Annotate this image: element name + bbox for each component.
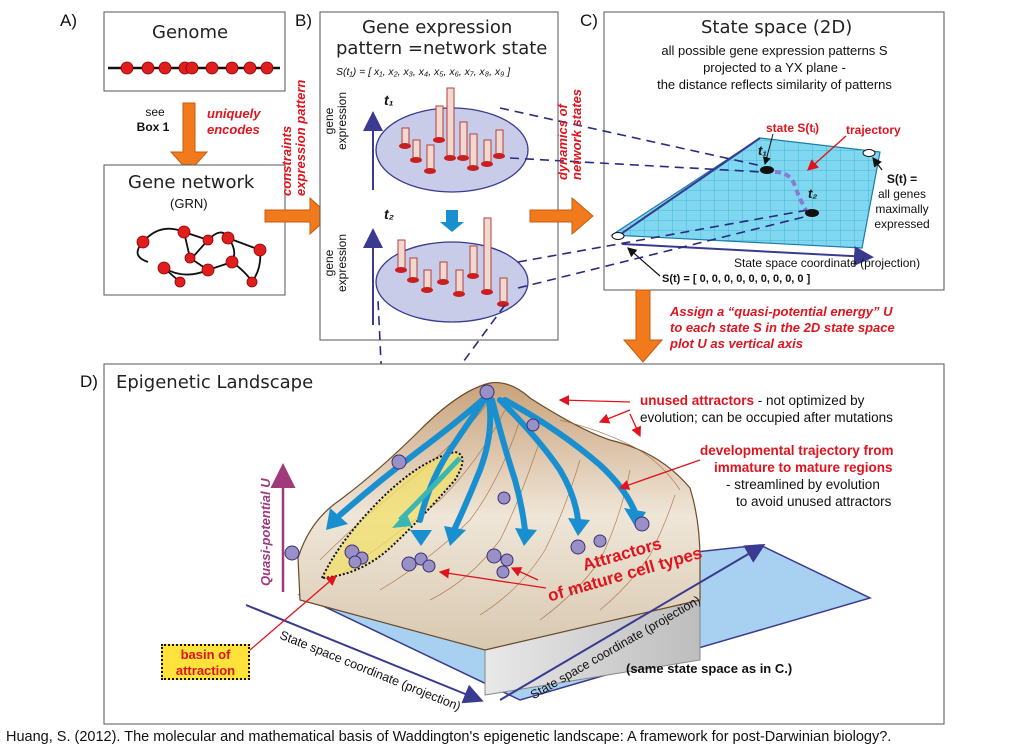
landscape-title: Epigenetic Landscape — [116, 372, 314, 393]
dynamics-label: dynamics of network states — [555, 88, 584, 180]
projection-lines — [377, 107, 809, 446]
basin-region — [320, 450, 464, 580]
state-coordinate-label: State space coordinate (projection) — [734, 256, 921, 270]
state-t2-marker — [805, 209, 819, 217]
state-label: state S(tᵢ) — [766, 121, 820, 135]
see-line1: see — [145, 105, 165, 119]
landscape-axis-right — [499, 543, 766, 701]
expression-bases-t1 — [399, 137, 505, 174]
citation: Huang, S. (2012). The molecular and math… — [6, 729, 892, 745]
developmental-trajectories — [337, 392, 638, 533]
encodes-line2: encodes — [207, 122, 260, 137]
grn-nodes — [136, 225, 267, 288]
unused-attractors-label: unused attractors - not optimized by evo… — [640, 393, 893, 425]
panel-d-letter: D) — [80, 372, 98, 391]
assign-arrow — [622, 289, 664, 363]
encodes-line1: uniquely — [207, 106, 261, 121]
genome-box — [103, 11, 286, 92]
zero-state-marker — [611, 232, 625, 240]
trajectory-arrowheads — [326, 508, 646, 546]
genome-title: Genome — [152, 22, 229, 43]
landscape-axis-left — [245, 604, 484, 704]
dynamics-arrow — [529, 196, 594, 236]
assign-energy-label: Assign a “quasi-potential energy” U to e… — [670, 304, 895, 351]
quasi-potential-label: Quasi-potential U — [258, 478, 273, 586]
state-vector-label: S(t₁) = [ x₁, x₂, x₃, x₄, x₅, x₆, x₇, x₈… — [336, 66, 511, 78]
state-t2-label: t₂ — [808, 186, 818, 201]
basin-of-attraction-label: basin of attraction — [161, 644, 250, 680]
panel-a-letter: A) — [60, 11, 77, 30]
t2-label: t₂ — [384, 206, 395, 222]
expression-bases-t2 — [395, 267, 509, 307]
genome-genes — [120, 61, 274, 75]
gene-network-title: Gene network — [128, 172, 255, 193]
state-t1-label: t₁ — [758, 143, 767, 158]
annotation-pointers — [249, 395, 701, 651]
developmental-trajectory-label: developmental trajectory from immature t… — [700, 443, 894, 509]
state-coordinate-axis — [621, 243, 874, 267]
landscape-surface — [297, 381, 701, 651]
state-t1-marker — [760, 166, 774, 174]
gene-expression-axis-t2: gene expression — [322, 233, 349, 292]
attractor-balls — [284, 384, 650, 579]
all-genes-label: S(t) = all genes maximally expressed — [874, 172, 930, 231]
state-change-arrow — [440, 210, 464, 232]
state-space-description: all possible gene expression patterns S … — [657, 43, 892, 92]
trajectory-label: trajectory — [846, 123, 901, 137]
gene-expression-axis-t1: gene expression — [322, 91, 349, 150]
encodes-arrow — [169, 102, 209, 173]
trajectory-path — [774, 170, 808, 212]
panel-b-letter: B) — [295, 11, 312, 30]
t1-label: t₁ — [384, 92, 394, 108]
zero-vector-label: S(t) = [ 0, 0, 0, 0, 0, 0, 0, 0, 0 ] — [662, 273, 811, 285]
same-state-space-note: (same state space as in C.) — [626, 661, 793, 676]
constraints-label: constraints expression pattern — [279, 79, 308, 196]
see-line2: Box 1 — [136, 120, 170, 134]
max-state-marker — [862, 149, 876, 157]
gene-network-sub: (GRN) — [170, 196, 208, 211]
state-space-title: State space (2D) — [701, 17, 853, 38]
expression-title-line1: Gene expression — [362, 17, 513, 38]
panel-c-letter: C) — [580, 11, 598, 30]
expression-title-line2: pattern =network state — [336, 38, 548, 59]
